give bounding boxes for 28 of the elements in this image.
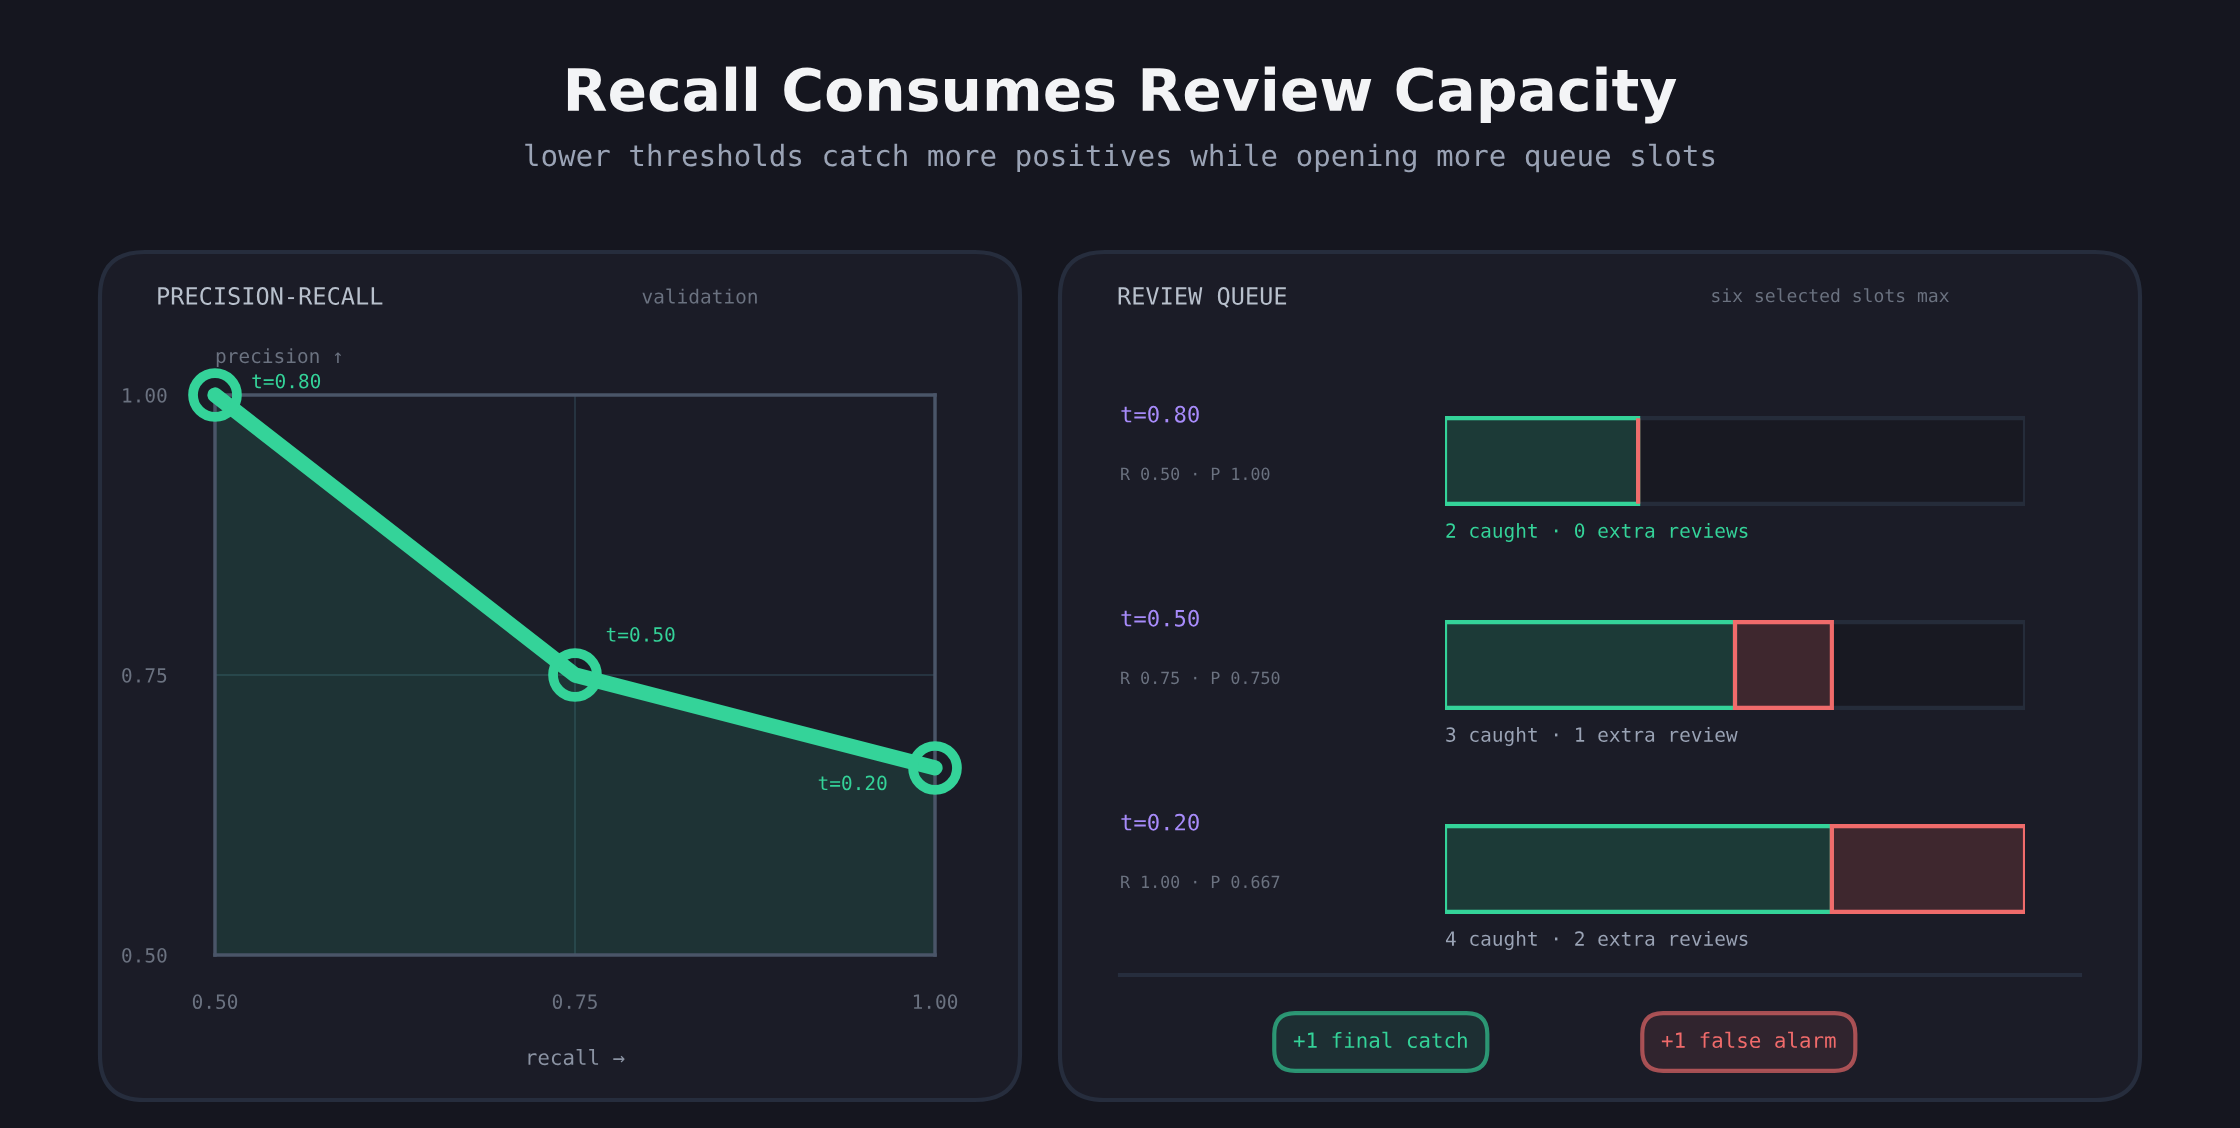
chart-subtitle: six selected slots max — [1712, 288, 1949, 303]
y-axis-title: precision ↑ — [216, 348, 342, 367]
x-tick-label: 1.00 — [913, 994, 958, 1010]
text: REVIEW QUEUE — [1118, 287, 1287, 308]
x-axis-title: recall → — [528, 1048, 625, 1066]
annotation: t=0.20 — [818, 775, 887, 791]
text: R 0.75 · P 0.750 — [1121, 671, 1280, 685]
text: +1 false alarm — [1661, 1031, 1836, 1049]
text: R 1.00 · P 0.667 — [1121, 875, 1280, 889]
text: 4 caught · 2 extra reviews — [1445, 930, 1748, 950]
annotation: t=0.80 — [252, 373, 321, 389]
y-tick-label: 0.75 — [122, 668, 167, 683]
x-tick-label: 0.75 — [552, 994, 597, 1010]
annotation: t=0.50 — [606, 627, 675, 642]
chart-title: PRECISION-RECALL — [158, 287, 383, 305]
annotation: 3 caught · 1 extra review — [1446, 726, 1738, 746]
y-tick-label: 0.50 — [122, 948, 167, 963]
x-tick-label: 0.50 — [192, 994, 238, 1010]
y-tick-label: 1.00 — [123, 388, 167, 403]
text: Recall Consumes Review Capacity — [567, 66, 1677, 124]
text: R 0.50 · P 1.00 — [1121, 467, 1270, 481]
y-tick-label: t=0.50 — [1121, 609, 1199, 627]
chart-subtitle: validation — [642, 288, 757, 304]
text: lower thresholds catch more positives while opening more queue slots — [525, 143, 1715, 173]
y-tick-label: t=0.20 — [1121, 813, 1199, 831]
annotation: 2 caught · 0 extra reviews — [1446, 522, 1748, 542]
y-tick-label: t=0.80 — [1121, 405, 1199, 423]
text: +1 final catch — [1293, 1031, 1467, 1049]
